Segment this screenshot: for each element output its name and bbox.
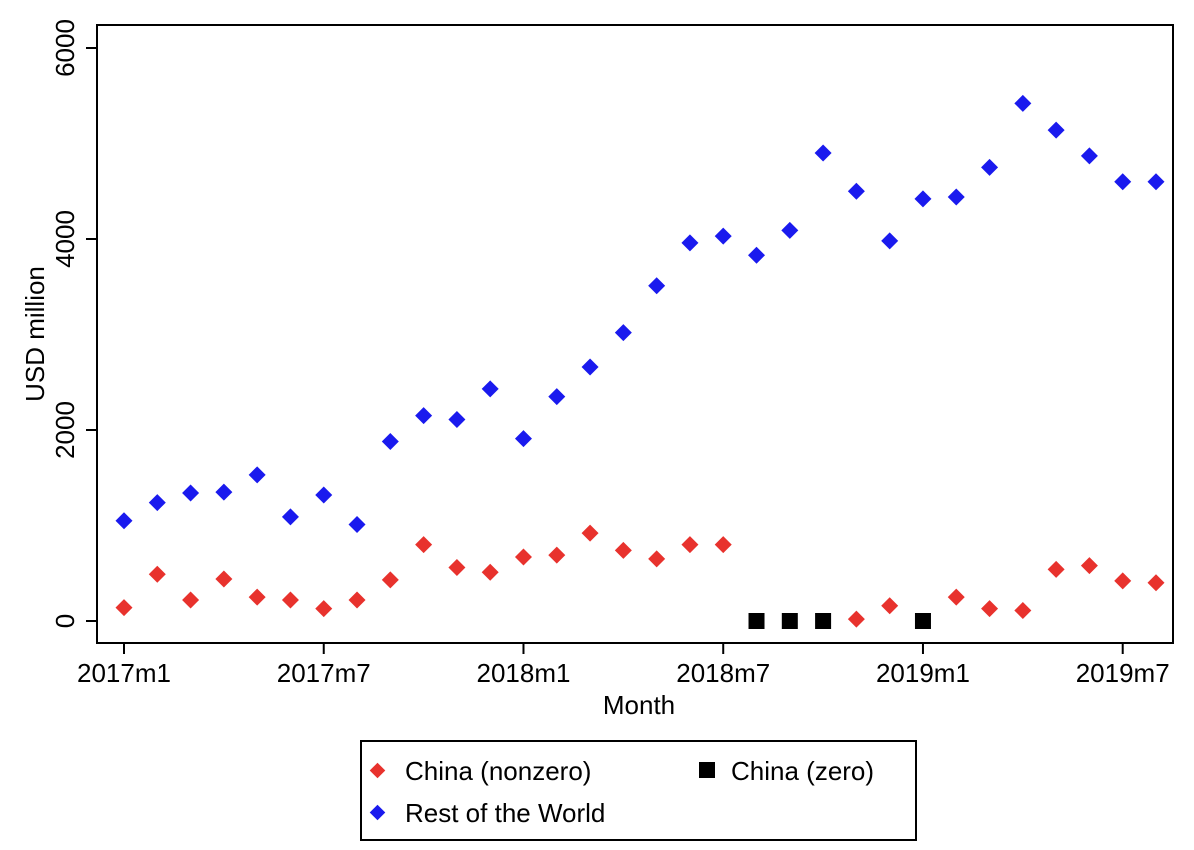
point-china-zero-21 xyxy=(815,613,832,629)
x-tick-label-2017m7: 2017m7 xyxy=(277,658,371,688)
x-tick-label-2018m1: 2018m1 xyxy=(476,658,570,688)
point-china-nonzero-8 xyxy=(381,571,399,589)
point-rest-of-the-world-10 xyxy=(448,410,466,428)
legend-label-rest-of-world: Rest of the World xyxy=(405,798,605,828)
point-china-nonzero-14 xyxy=(581,524,599,542)
point-rest-of-the-world-8 xyxy=(381,432,399,450)
point-china-zero-24 xyxy=(914,613,931,629)
x-tick-label-2017m1: 2017m1 xyxy=(77,658,171,688)
point-china-nonzero-30 xyxy=(1114,572,1132,590)
point-rest-of-the-world-11 xyxy=(481,380,499,398)
point-rest-of-the-world-16 xyxy=(648,277,666,295)
point-rest-of-the-world-7 xyxy=(348,516,366,534)
point-china-nonzero-17 xyxy=(681,536,699,554)
y-axis-title: USD million xyxy=(20,266,50,402)
point-rest-of-the-world-0 xyxy=(115,512,133,530)
legend-label-china-zero: China (zero) xyxy=(731,756,874,786)
point-china-nonzero-13 xyxy=(548,546,566,564)
point-china-nonzero-4 xyxy=(248,588,266,606)
x-tick-label-2019m7: 2019m7 xyxy=(1076,658,1170,688)
point-china-nonzero-0 xyxy=(115,599,133,617)
point-china-nonzero-26 xyxy=(981,600,999,618)
point-rest-of-the-world-14 xyxy=(581,358,599,376)
point-china-nonzero-18 xyxy=(714,536,732,554)
point-china-nonzero-27 xyxy=(1014,601,1032,619)
point-rest-of-the-world-4 xyxy=(248,466,266,484)
legend-label-china-nonzero: China (nonzero) xyxy=(405,756,591,786)
point-rest-of-the-world-30 xyxy=(1114,173,1132,191)
legend-marker-china-nonzero xyxy=(369,762,386,779)
point-china-nonzero-28 xyxy=(1047,560,1065,578)
point-rest-of-the-world-13 xyxy=(548,388,566,406)
point-rest-of-the-world-24 xyxy=(914,190,932,208)
point-rest-of-the-world-2 xyxy=(182,484,200,502)
y-tick-label-2000: 2000 xyxy=(50,401,80,459)
point-china-zero-20 xyxy=(781,613,798,629)
point-china-nonzero-7 xyxy=(348,591,366,609)
point-rest-of-the-world-12 xyxy=(514,430,532,448)
point-china-nonzero-3 xyxy=(215,570,233,588)
point-rest-of-the-world-28 xyxy=(1047,121,1065,139)
point-rest-of-the-world-21 xyxy=(814,144,832,162)
data-points xyxy=(115,94,1165,629)
point-rest-of-the-world-19 xyxy=(748,246,766,264)
point-rest-of-the-world-17 xyxy=(681,234,699,252)
point-rest-of-the-world-9 xyxy=(415,407,433,425)
point-rest-of-the-world-29 xyxy=(1080,147,1098,165)
legend-marker-china-zero xyxy=(699,762,715,778)
x-axis-title: Month xyxy=(603,690,675,720)
y-tick-label-6000: 6000 xyxy=(50,19,80,77)
point-rest-of-the-world-31 xyxy=(1147,173,1165,191)
point-china-nonzero-1 xyxy=(148,565,166,583)
point-china-nonzero-31 xyxy=(1147,574,1165,592)
point-china-nonzero-23 xyxy=(881,597,899,615)
point-rest-of-the-world-25 xyxy=(947,188,965,206)
point-rest-of-the-world-15 xyxy=(614,324,632,342)
point-rest-of-the-world-1 xyxy=(148,494,166,512)
point-china-nonzero-9 xyxy=(415,536,433,554)
point-china-nonzero-5 xyxy=(281,591,299,609)
point-china-nonzero-29 xyxy=(1080,557,1098,575)
legend-box xyxy=(360,740,917,841)
point-china-zero-19 xyxy=(748,613,765,629)
x-tick-label-2019m1: 2019m1 xyxy=(876,658,970,688)
plot-frame xyxy=(96,24,1174,644)
point-rest-of-the-world-23 xyxy=(881,232,899,250)
point-rest-of-the-world-18 xyxy=(714,227,732,245)
point-rest-of-the-world-6 xyxy=(315,486,333,504)
point-china-nonzero-15 xyxy=(614,541,632,559)
y-tick-label-0: 0 xyxy=(50,614,80,628)
x-tick-label-2018m7: 2018m7 xyxy=(676,658,770,688)
point-china-nonzero-22 xyxy=(847,610,865,628)
point-rest-of-the-world-26 xyxy=(981,158,999,176)
point-rest-of-the-world-20 xyxy=(781,221,799,239)
point-china-nonzero-16 xyxy=(648,550,666,568)
y-axis-ticks: 0 2000 4000 6000 xyxy=(50,19,97,628)
point-china-nonzero-25 xyxy=(947,588,965,606)
point-china-nonzero-2 xyxy=(182,591,200,609)
point-rest-of-the-world-22 xyxy=(847,182,865,200)
point-china-nonzero-6 xyxy=(315,600,333,618)
point-china-nonzero-10 xyxy=(448,559,466,577)
point-china-nonzero-12 xyxy=(514,548,532,566)
legend-marker-rest-of-world xyxy=(369,804,386,821)
y-tick-label-4000: 4000 xyxy=(50,210,80,268)
point-rest-of-the-world-3 xyxy=(215,483,233,501)
point-china-nonzero-11 xyxy=(481,563,499,581)
point-rest-of-the-world-5 xyxy=(281,508,299,526)
x-axis-ticks: 2017m1 2017m7 2018m1 2018m7 2019m1 2019m7 xyxy=(77,643,1170,688)
point-rest-of-the-world-27 xyxy=(1014,94,1032,112)
legend: China (nonzero) China (zero) Rest of the… xyxy=(360,740,917,841)
